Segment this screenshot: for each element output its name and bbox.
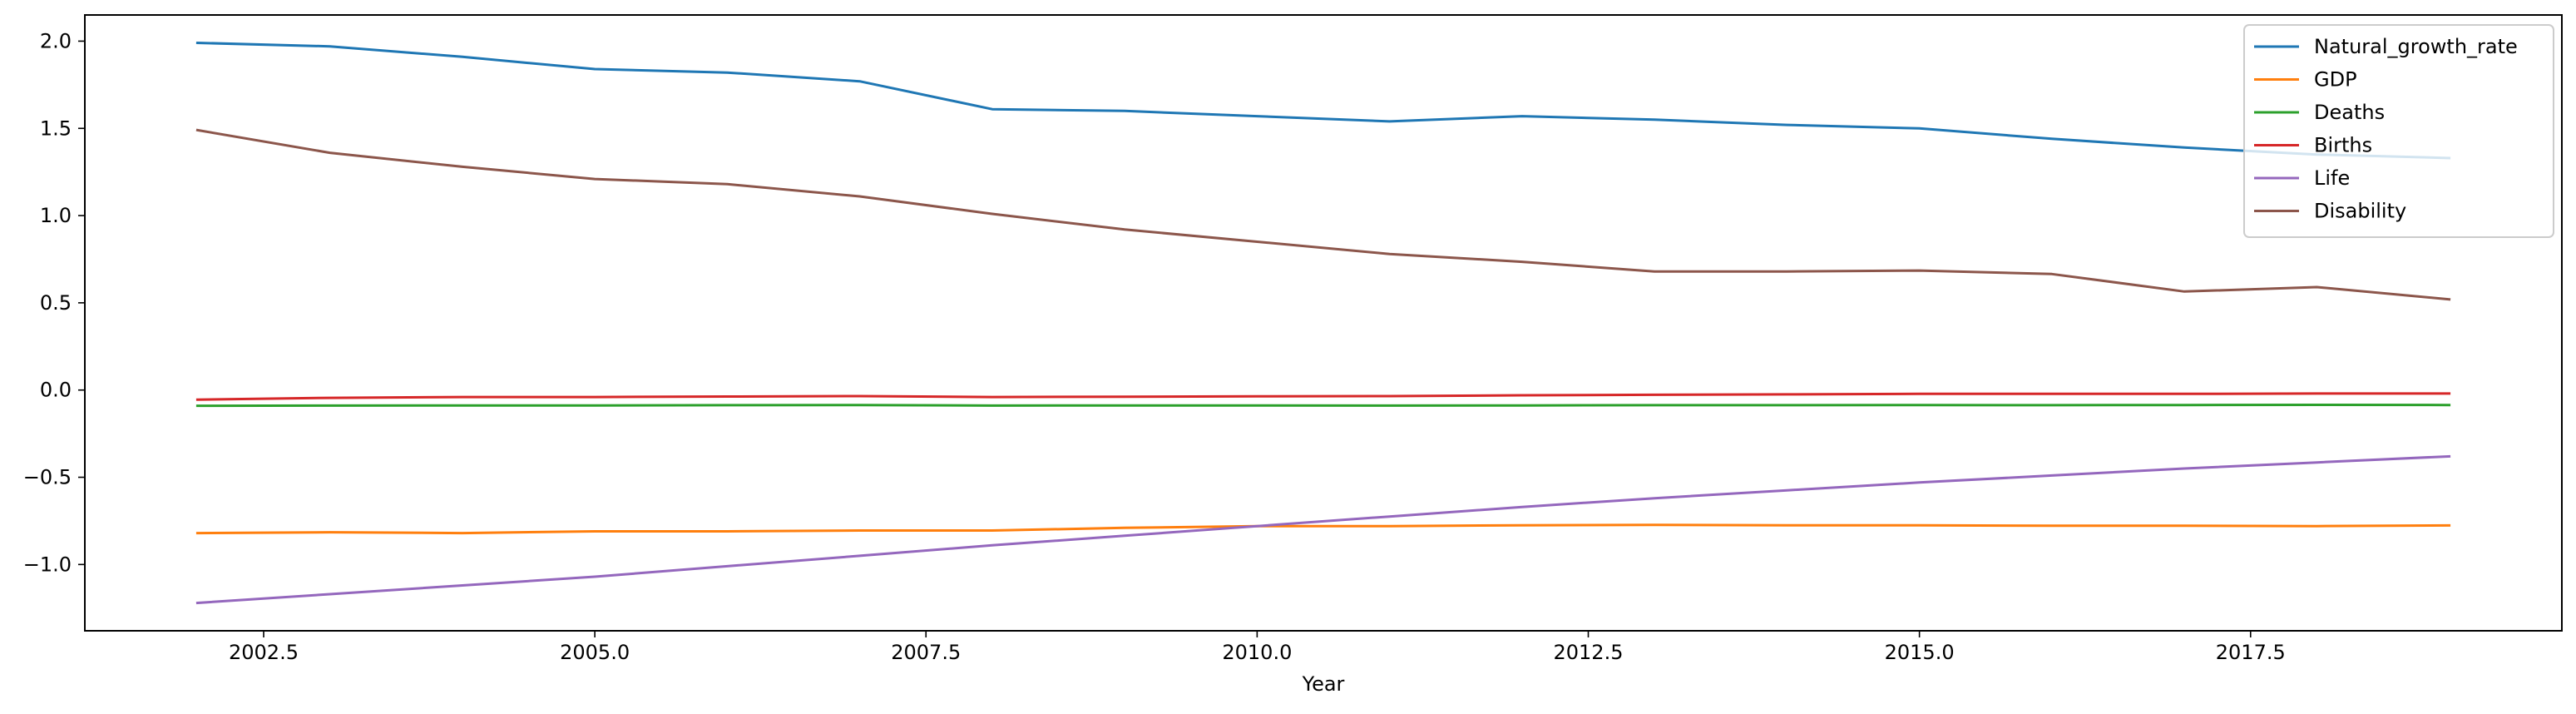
legend: Natural_growth_rate GDP Deaths Births Life Di…: [2243, 24, 2554, 238]
y-tick-label: −0.5: [23, 466, 72, 489]
series-line-2: [195, 404, 2451, 408]
x-tick-label: 2007.5: [891, 641, 961, 664]
x-tick-label: 2002.5: [229, 641, 299, 664]
legend-entry-label: Disability: [2314, 200, 2406, 223]
x-tick-label: 2015.0: [1885, 641, 1955, 664]
series-line-0: [195, 41, 2451, 160]
legend-entry-label: Life: [2314, 166, 2350, 190]
x-tick-label: 2005.0: [560, 641, 630, 664]
series-line-3: [195, 392, 2451, 401]
x-axis: 2002.5 2005.0 2007.5 2010.0 2012.5 2015.0 2017…: [229, 631, 2286, 664]
y-tick-label: −1.0: [23, 553, 72, 576]
y-tick-label: 1.0: [40, 204, 72, 227]
series-line-1: [195, 523, 2451, 535]
legend-entry-label: GDP: [2314, 68, 2357, 92]
y-tick-label: 0.0: [40, 379, 72, 402]
x-tick-label: 2017.5: [2216, 641, 2286, 664]
series-line-4: [195, 454, 2451, 605]
legend-entry-label: Deaths: [2314, 101, 2385, 124]
legend-entry-label: Births: [2314, 134, 2372, 157]
y-tick-label: 0.5: [40, 291, 72, 315]
x-tick-label: 2010.0: [1222, 641, 1292, 664]
y-tick-label: 2.0: [40, 29, 72, 52]
legend-box: [2243, 24, 2554, 238]
x-axis-label: Year: [1302, 672, 1345, 696]
y-tick-label: 1.5: [40, 117, 72, 140]
plot-frame: [84, 14, 2563, 632]
y-axis: 2.0 1.5 1.0 0.5 0.0 −0.5 −1.0: [23, 29, 85, 576]
legend-entry-label: Natural_growth_rate: [2314, 35, 2518, 58]
x-tick-label: 2012.5: [1554, 641, 1624, 664]
series-line-5: [195, 128, 2451, 301]
series-lines: [195, 41, 2451, 605]
